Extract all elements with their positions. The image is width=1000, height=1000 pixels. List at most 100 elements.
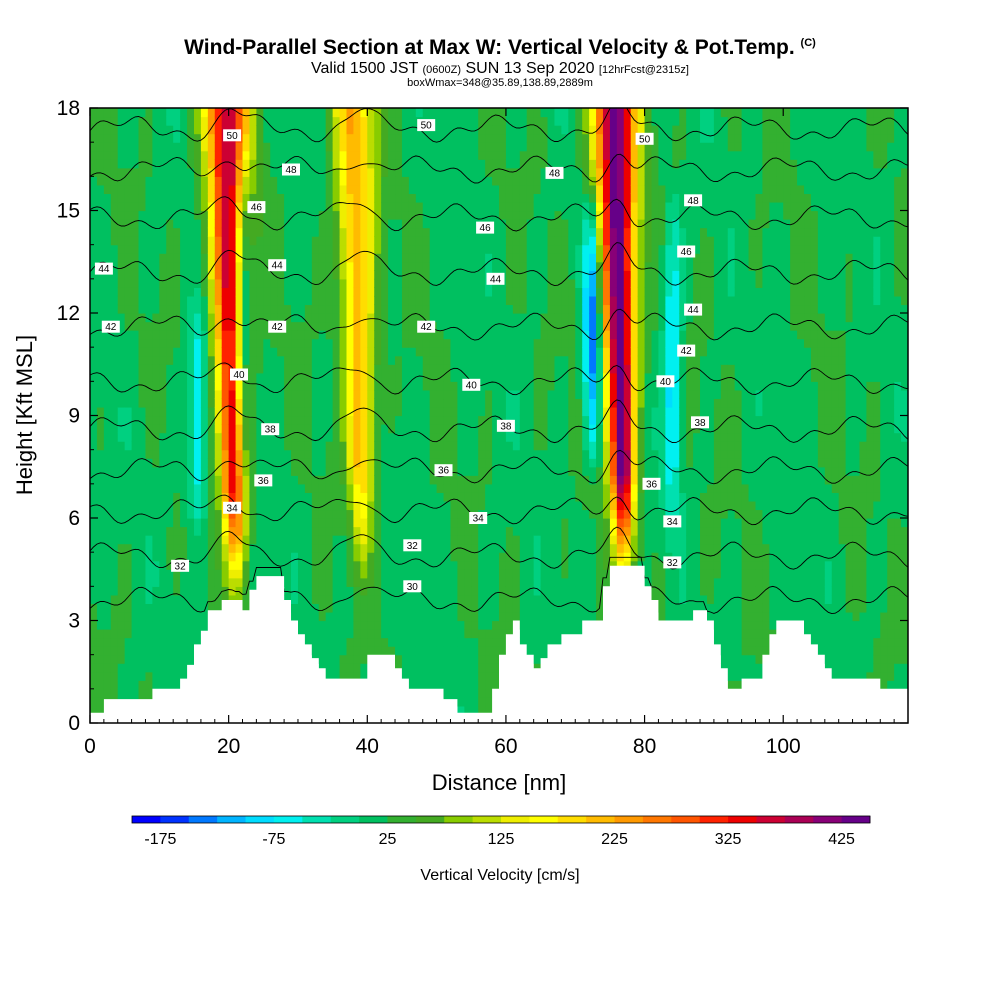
heatmap-cell [395,159,403,169]
heatmap-cell [367,603,375,613]
heatmap-cell [277,244,285,254]
heatmap-cell [193,611,202,622]
heatmap-cell [540,330,549,340]
heatmap-cell [499,458,507,468]
heatmap-cell [318,637,327,647]
heatmap-cell [124,389,133,400]
heatmap-cell [90,646,98,656]
heatmap-cell [429,629,438,639]
heatmap-cell [291,594,299,605]
heatmap-cell [187,500,195,511]
heatmap-cell [568,594,576,605]
heatmap-cell [575,193,583,203]
heatmap-cell [512,483,521,493]
heatmap-cell [110,133,119,143]
heatmap-cell [457,210,465,220]
heatmap-cell [485,406,493,417]
heatmap-cell [512,210,521,220]
heatmap-cell [589,611,597,622]
heatmap-cell [228,415,237,425]
heatmap-cell [242,432,251,442]
heatmap-cell [415,287,424,297]
heatmap-cell [180,398,188,408]
heatmap-cell [152,313,160,323]
heatmap-cell [187,654,195,664]
heatmap-cell [339,406,348,417]
heatmap-cell [367,552,375,562]
heatmap-cell [159,406,167,417]
heatmap-cell [436,227,445,237]
heatmap-cell [596,389,604,400]
heatmap-cell [159,219,167,229]
heatmap-cell [96,432,105,442]
heatmap-cell [332,108,341,118]
heatmap-cell [173,518,181,528]
heatmap-cell [616,449,625,459]
heatmap-cell [575,611,583,622]
heatmap-cell [311,355,320,365]
heatmap-cell [422,236,431,246]
heatmap-cell [596,492,604,502]
heatmap-cell [297,355,306,365]
heatmap-cell [499,321,507,331]
heatmap-cell [464,526,472,536]
heatmap-cell [471,372,479,382]
heatmap-cell [284,560,292,570]
heatmap-cell [207,509,216,519]
heatmap-cell [159,227,167,237]
heatmap-cell [478,492,486,502]
heatmap-cell [464,261,472,271]
heatmap-cell [297,313,306,323]
heatmap-cell [110,560,119,570]
heatmap-cell [180,236,188,246]
heatmap-cell [401,637,410,647]
heatmap-cell [464,654,472,664]
heatmap-cell [332,509,341,519]
heatmap-cell [360,244,368,254]
heatmap-cell [589,441,597,451]
heatmap-cell [561,475,569,485]
heatmap-cell [173,389,181,400]
heatmap-cell [450,295,458,306]
heatmap-cell [166,663,174,673]
heatmap-cell [533,287,542,297]
heatmap-cell [443,236,452,246]
heatmap-cell [166,176,174,186]
heatmap-cell [519,432,528,442]
heatmap-cell [173,680,181,690]
heatmap-cell [284,500,292,511]
heatmap-cell [492,518,500,528]
heatmap-cell [249,219,257,229]
heatmap-cell [256,253,264,263]
heatmap-cell [568,142,576,152]
heatmap-cell [353,509,361,519]
heatmap-cell [249,270,257,280]
heatmap-cell [395,569,403,579]
heatmap-cell [533,543,542,553]
heatmap-cell [464,133,472,143]
heatmap-cell [152,577,160,587]
heatmap-cell [575,321,583,331]
heatmap-cell [478,526,486,536]
heatmap-cell [346,449,355,459]
heatmap-cell [117,432,126,442]
heatmap-cell [568,586,576,596]
heatmap-cell [589,586,597,596]
heatmap-cell [374,577,382,587]
heatmap-cell [207,355,216,365]
heatmap-cell [152,261,160,271]
heatmap-cell [325,176,334,186]
heatmap-cell [339,594,348,605]
heatmap-cell [450,261,458,271]
heatmap-cell [200,543,209,553]
heatmap-cell [332,569,341,579]
heatmap-cell [124,688,133,698]
heatmap-cell [214,304,223,314]
heatmap-cell [582,159,590,169]
heatmap-cell [360,398,368,408]
heatmap-cell [505,330,514,340]
heatmap-cell [596,372,604,382]
heatmap-cell [346,406,355,417]
heatmap-cell [374,415,382,425]
heatmap-cell [297,364,306,374]
